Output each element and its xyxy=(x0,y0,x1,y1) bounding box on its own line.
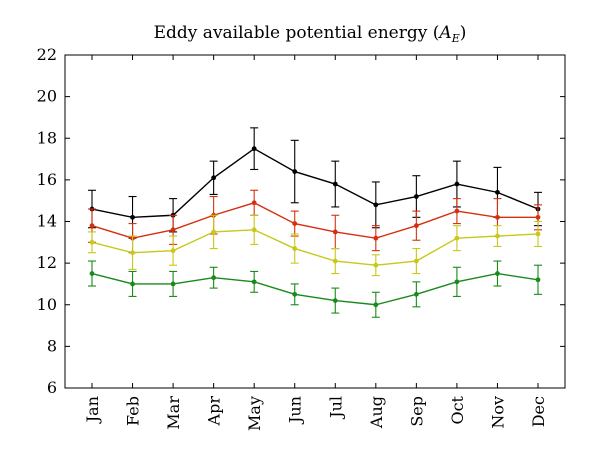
data-point xyxy=(251,279,257,285)
data-point xyxy=(211,275,217,281)
data-point xyxy=(535,231,541,237)
data-point xyxy=(373,235,379,241)
data-point xyxy=(89,223,95,229)
data-point xyxy=(454,208,460,214)
data-point xyxy=(373,302,379,308)
y-axis: 6 8 10 12 14 16 18 20 22 xyxy=(37,45,565,397)
chart-title-symbol: A xyxy=(437,23,451,43)
data-point xyxy=(170,248,176,254)
series-line xyxy=(91,147,539,219)
data-point xyxy=(292,246,298,251)
data-point xyxy=(535,214,541,220)
series-2 xyxy=(88,189,542,254)
data-point xyxy=(130,250,135,256)
y-tick-label: 14 xyxy=(37,212,57,231)
data-point xyxy=(332,229,338,235)
data-point xyxy=(211,175,217,181)
data-point xyxy=(495,233,500,239)
x-tick-label: Sep xyxy=(407,396,426,427)
data-point xyxy=(292,169,298,174)
y-tick-label: 8 xyxy=(47,336,57,355)
data-point xyxy=(332,258,338,264)
x-tick-label: Jan xyxy=(83,396,102,424)
data-point xyxy=(89,239,95,245)
x-tick-label: Mar xyxy=(164,396,183,430)
plot-frame xyxy=(64,54,566,389)
chart-title: Eddy available potential energy (AE) xyxy=(154,23,467,45)
data-point xyxy=(332,181,338,187)
x-tick-label: Feb xyxy=(124,396,143,426)
data-point xyxy=(332,298,338,303)
series-layer xyxy=(88,127,542,318)
y-tick-label: 18 xyxy=(37,128,57,147)
data-point xyxy=(373,262,379,268)
data-point xyxy=(413,223,419,229)
x-tick-label: Jul xyxy=(326,396,345,420)
y-tick-label: 12 xyxy=(37,253,57,272)
data-point xyxy=(130,281,135,287)
data-point xyxy=(211,229,217,235)
x-tick-label: Dec xyxy=(529,396,548,427)
data-point xyxy=(251,227,257,233)
x-tick-label: Oct xyxy=(448,395,467,424)
data-point xyxy=(454,279,460,285)
y-tick-label: 6 xyxy=(47,378,57,397)
series-3 xyxy=(88,214,542,277)
data-point xyxy=(251,146,257,152)
series-line xyxy=(91,272,539,306)
data-point xyxy=(454,235,460,241)
data-point xyxy=(495,189,500,195)
series-line xyxy=(91,202,538,239)
x-tick-label: Apr xyxy=(205,396,224,427)
data-point xyxy=(535,277,541,283)
series-line xyxy=(91,229,539,266)
data-point xyxy=(495,271,500,276)
data-point xyxy=(89,271,95,276)
data-point xyxy=(413,258,419,264)
chart-title-subscript: E xyxy=(451,32,460,45)
data-point xyxy=(251,200,257,206)
x-tick-label: Aug xyxy=(367,396,386,429)
data-point xyxy=(292,291,298,297)
data-point xyxy=(454,181,460,187)
x-axis: Jan Feb Mar Apr May Jun Jul Aug Sep Oct Nov Dec xyxy=(83,55,548,431)
series-4 xyxy=(88,260,542,318)
series-1 xyxy=(88,127,542,239)
x-tick-label: Jun xyxy=(286,396,305,425)
data-point xyxy=(130,214,135,220)
y-tick-label: 10 xyxy=(37,295,57,314)
data-point xyxy=(495,214,500,220)
data-point xyxy=(413,291,419,297)
data-point xyxy=(413,194,419,199)
y-tick-label: 16 xyxy=(37,170,57,189)
y-tick-label: 20 xyxy=(37,87,57,106)
x-tick-label: Nov xyxy=(488,396,507,429)
y-tick-label: 22 xyxy=(37,45,57,64)
data-point xyxy=(170,281,176,287)
data-point xyxy=(373,202,379,208)
data-point xyxy=(292,221,298,226)
data-point xyxy=(170,227,176,233)
x-tick-label: May xyxy=(245,396,264,431)
